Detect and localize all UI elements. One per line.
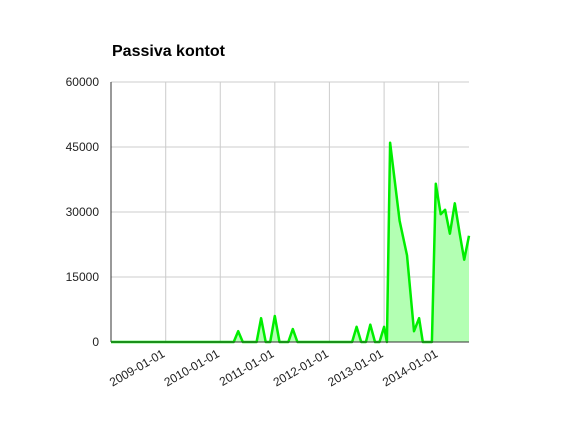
y-tick-label: 60000 bbox=[66, 75, 100, 89]
area-line bbox=[111, 141, 471, 344]
x-tick-label: 2011-01-01 bbox=[217, 346, 277, 389]
x-tick-label: 2014-01-01 bbox=[380, 346, 440, 389]
x-tick-label: 2013-01-01 bbox=[325, 346, 385, 389]
area-fill bbox=[111, 142, 469, 342]
x-tick-label: 2012-01-01 bbox=[271, 346, 331, 389]
x-tick-label: 2009-01-01 bbox=[107, 346, 167, 389]
y-tick-label: 0 bbox=[92, 335, 99, 349]
y-tick-label: 15000 bbox=[66, 270, 100, 284]
x-tick-label: 2010-01-01 bbox=[162, 346, 222, 389]
y-tick-label: 45000 bbox=[66, 140, 100, 154]
y-tick-label: 30000 bbox=[66, 205, 100, 219]
chart-title: Passiva kontot bbox=[112, 43, 226, 60]
